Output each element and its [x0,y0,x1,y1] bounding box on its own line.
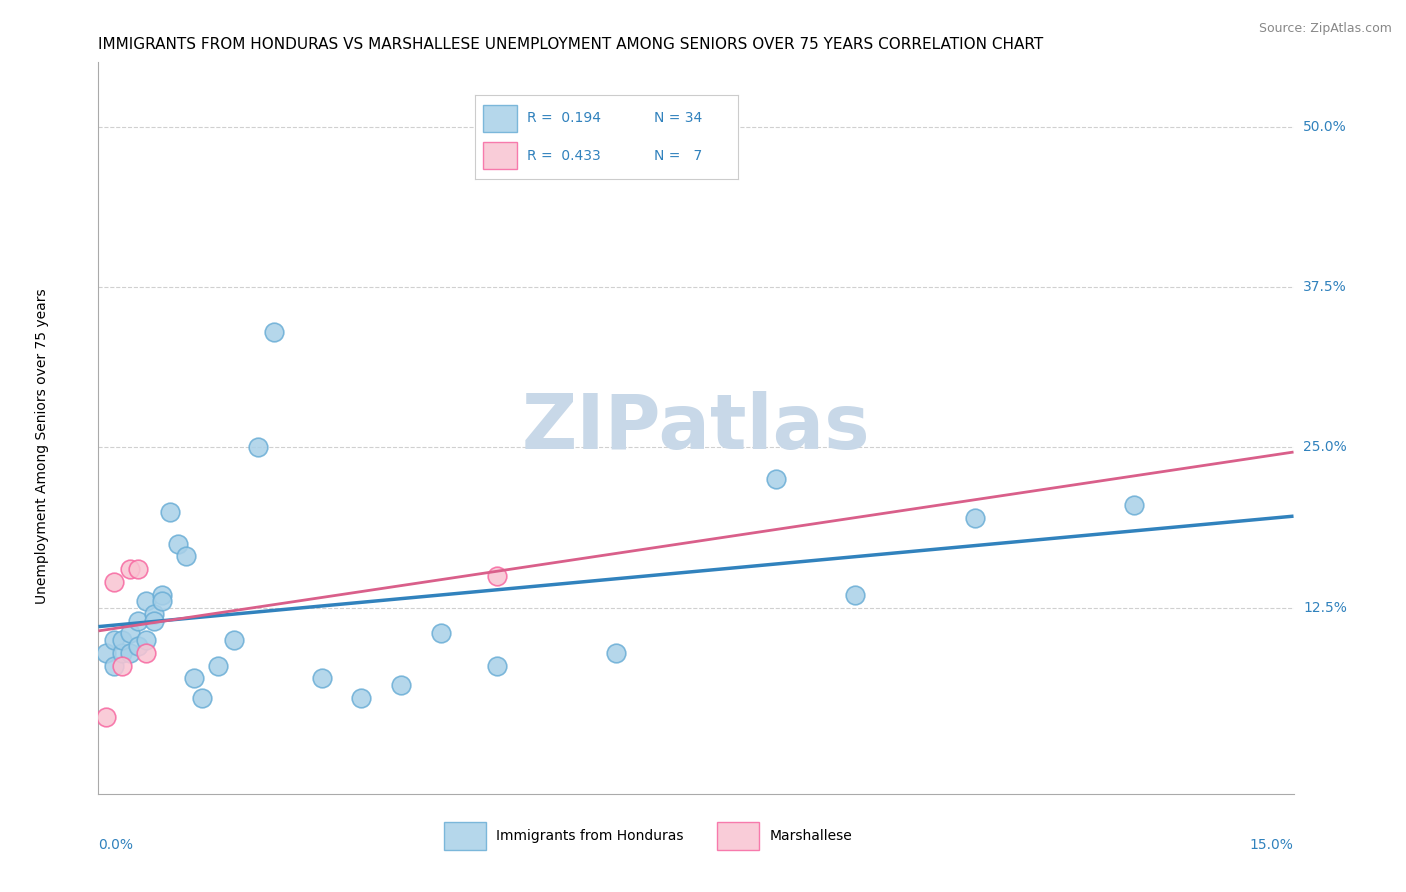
Point [120,646,142,660]
Point [127,614,149,628]
Point [263,325,285,339]
Point [605,646,627,660]
Text: 25.0%: 25.0% [1303,441,1347,454]
Text: 37.5%: 37.5% [1303,280,1347,294]
Point [389,678,412,692]
Point [103,658,125,673]
Text: IMMIGRANTS FROM HONDURAS VS MARSHALLESE UNEMPLOYMENT AMONG SENIORS OVER 75 YEARS: IMMIGRANTS FROM HONDURAS VS MARSHALLESE … [98,37,1043,52]
Point [350,690,373,705]
Point [150,594,173,608]
Point [127,562,149,576]
Text: Unemployment Among Seniors over 75 years: Unemployment Among Seniors over 75 years [35,288,49,604]
Point [183,672,205,686]
Point [430,626,453,640]
Point [103,575,125,590]
Point [96,646,118,660]
Point [143,607,166,622]
Point [127,640,149,654]
Point [111,632,134,647]
Text: 0.0%: 0.0% [98,838,134,852]
Point [111,646,134,660]
Point [96,710,118,724]
Point [844,588,866,602]
Point [120,626,142,640]
Text: 12.5%: 12.5% [1303,601,1347,615]
Point [765,473,787,487]
Text: 15.0%: 15.0% [1250,838,1294,852]
Point [111,658,134,673]
Point [159,505,181,519]
Point [120,562,142,576]
Point [191,690,214,705]
Point [135,594,157,608]
Text: Source: ZipAtlas.com: Source: ZipAtlas.com [1258,22,1392,36]
Point [174,549,197,564]
Point [1123,498,1146,512]
Text: 50.0%: 50.0% [1303,120,1347,134]
Point [135,646,157,660]
Text: ZIPatlas: ZIPatlas [522,392,870,465]
Point [222,632,245,647]
Point [485,658,508,673]
Point [150,588,173,602]
Point [311,672,333,686]
Point [246,441,269,455]
Point [963,511,986,525]
Point [207,658,229,673]
Point [143,614,166,628]
Point [167,536,190,550]
Point [103,632,125,647]
Point [485,568,508,582]
Point [135,632,157,647]
